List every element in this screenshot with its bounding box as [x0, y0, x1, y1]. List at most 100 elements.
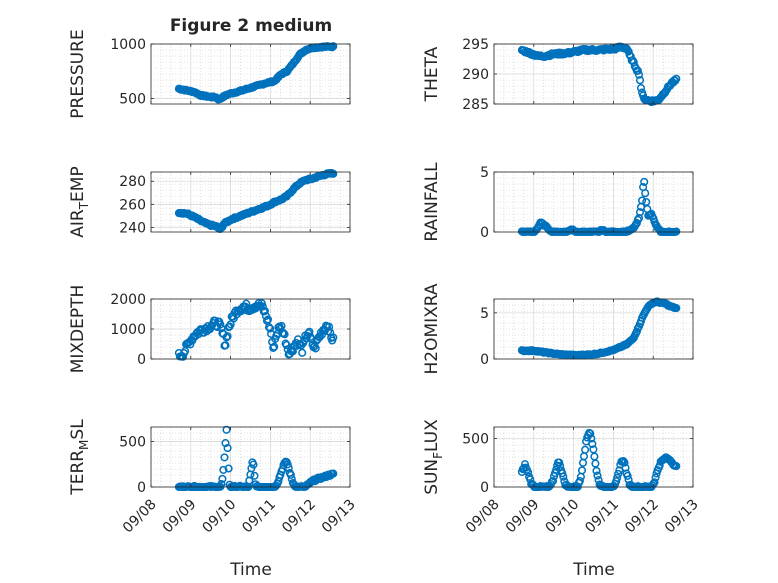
y-tick-label: 1000 — [110, 37, 146, 53]
data-point — [614, 469, 623, 478]
data-point — [635, 208, 645, 217]
data-point — [279, 329, 288, 338]
y-tick-label: 500 — [119, 435, 146, 451]
x-axis-label-right: Time — [572, 560, 615, 580]
y-tick-label: 5 — [480, 165, 489, 181]
data-point — [283, 460, 292, 469]
data-point — [581, 445, 590, 454]
data-point — [223, 332, 232, 341]
data-point — [651, 473, 660, 482]
y-tick-label: 0 — [480, 352, 489, 368]
y-axis-label: TERRMSL — [68, 419, 91, 496]
data-point — [524, 468, 533, 477]
y-axis-label-part: SL — [68, 419, 88, 440]
data-point — [672, 304, 681, 313]
data-point — [548, 476, 558, 486]
data-point — [633, 66, 642, 75]
y-tick-label: 290 — [462, 67, 489, 83]
axes-box — [150, 43, 351, 105]
data-point — [555, 458, 564, 467]
data-point — [277, 321, 286, 330]
x-axis-label-left: Time — [229, 560, 272, 580]
y-tick-label: 280 — [119, 174, 146, 190]
data-point — [640, 177, 649, 186]
data-point — [298, 348, 307, 357]
y-axis-label-part: LUX — [422, 419, 442, 452]
x-tick-label: 09/11 — [239, 496, 279, 536]
y-axis-label-part: EMP — [68, 166, 88, 202]
subplot-5: 0 5 RAINFALL — [422, 162, 694, 242]
y-axis-label-subscript: F — [431, 452, 445, 459]
data-point — [329, 333, 338, 342]
y-tick-label: 240 — [119, 220, 146, 236]
data-point — [270, 342, 279, 351]
data-point — [556, 462, 565, 471]
x-tick-label: 09/08 — [463, 496, 503, 536]
subplot-2: 0 1000 2000 MIXDEPTH — [68, 285, 351, 374]
y-axis-label: AIRTEMP — [68, 166, 91, 237]
data-point — [221, 341, 230, 350]
data-point — [558, 469, 567, 478]
y-axis-label: PRESSURE — [68, 29, 88, 118]
data-point — [219, 465, 228, 474]
x-tick-label: 09/08 — [120, 496, 160, 536]
x-tick-label: 09/10 — [543, 496, 583, 536]
y-axis-label: SUNFLUX — [422, 419, 445, 495]
y-axis-label-part: TERR — [68, 450, 88, 496]
y-tick-label: 0 — [137, 480, 146, 496]
data-point — [249, 460, 258, 469]
subplot-1: 240 260 280 AIRTEMP — [68, 166, 351, 238]
data-point — [591, 459, 600, 468]
data-point — [672, 227, 681, 236]
y-tick-label: 1000 — [110, 322, 146, 338]
data-point — [222, 333, 231, 342]
data-point — [263, 315, 273, 324]
y-axis-label-subscript: T — [77, 201, 91, 210]
subplot-7: 0 500 09/08 09/09 09/10 09/11 09/12 09/13 SUNFLU… — [422, 419, 702, 536]
y-tick-label: 260 — [119, 197, 146, 213]
data-point — [631, 220, 640, 229]
subplot-grid: 5001000PRESSURE240260280AIRTEMP010002000… — [68, 29, 702, 536]
y-axis-label: THETA — [422, 46, 442, 102]
data-point — [620, 458, 629, 467]
data-point — [592, 466, 601, 475]
data-point — [638, 196, 647, 205]
data-point — [282, 341, 291, 350]
y-tick-label: 500 — [119, 92, 146, 108]
data-point — [593, 471, 602, 480]
data-point — [641, 189, 650, 198]
data-point — [613, 473, 622, 482]
x-tick-label: 09/09 — [160, 496, 200, 536]
figure-title: Figure 2 medium — [170, 16, 332, 36]
y-axis-label: MIXDEPTH — [68, 285, 88, 374]
data-point — [672, 74, 681, 83]
y-axis-label-part: AIR — [68, 209, 88, 238]
data-point — [329, 42, 338, 51]
data-point — [672, 462, 681, 471]
data-point — [260, 306, 269, 316]
data-point — [634, 70, 644, 79]
x-tick-label: 09/13 — [319, 496, 359, 536]
y-tick-label: 285 — [462, 97, 489, 113]
x-tick-label: 09/11 — [582, 496, 622, 536]
data-point — [223, 444, 232, 453]
data-point — [311, 344, 320, 353]
y-tick-label: 500 — [462, 432, 489, 448]
y-tick-label: 0 — [480, 480, 489, 496]
data-point — [636, 84, 646, 93]
data-point — [286, 470, 295, 479]
data-point — [218, 474, 227, 483]
x-tick-label: 09/12 — [279, 496, 319, 536]
data-point — [612, 477, 621, 486]
y-tick-label: 5 — [480, 306, 489, 322]
data-point — [266, 324, 275, 333]
y-tick-label: 0 — [480, 225, 489, 241]
subplot-4: 285 290 295 THETA — [422, 37, 694, 113]
data-point — [222, 425, 231, 434]
subplot-6: 0 5 H2OMIXRA — [422, 283, 694, 375]
y-axis-label: H2OMIXRA — [422, 283, 442, 374]
data-point — [217, 480, 226, 489]
data-point — [635, 76, 645, 85]
y-axis-label: RAINFALL — [422, 162, 442, 242]
